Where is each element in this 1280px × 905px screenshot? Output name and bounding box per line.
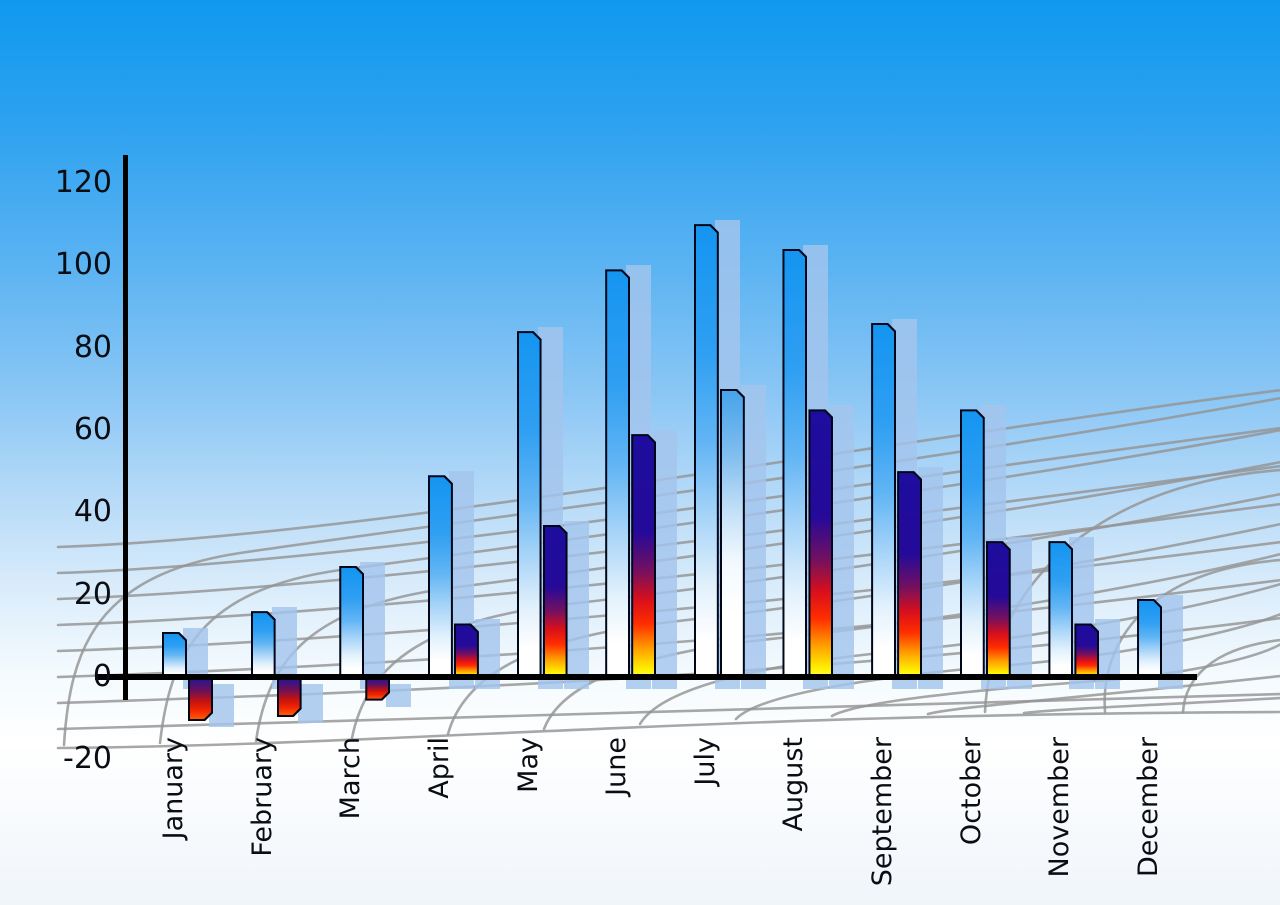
y-tick-60: 60 (73, 411, 112, 447)
bar-shadow-december-primary (1158, 594, 1184, 689)
bar-september-secondary-fill (899, 473, 920, 677)
bar-shadow-may-secondary (563, 520, 589, 689)
bar-march-secondary (365, 680, 390, 701)
bar-november-secondary-fill (1076, 625, 1097, 677)
x-label-august: August (778, 737, 810, 832)
bar-may-primary (517, 331, 542, 677)
x-label-june: June (601, 737, 633, 796)
bar-june-secondary (631, 434, 656, 677)
bar-march-primary-fill (341, 568, 362, 677)
bar-june-primary (605, 269, 630, 677)
x-label-september: September (867, 737, 899, 887)
bar-may-primary-fill (519, 333, 540, 677)
y-tick-100: 100 (54, 247, 112, 283)
bar-august-secondary-fill (810, 411, 831, 677)
bar-shadow-september-secondary (918, 467, 944, 689)
bar-october-primary (960, 409, 985, 677)
bar-july-secondary-fill (722, 391, 743, 677)
bar-february-primary (251, 611, 276, 677)
bar-july-secondary (720, 389, 745, 677)
y-tick--20: -20 (63, 741, 112, 777)
x-label-january: January (158, 737, 189, 840)
bar-september-secondary (897, 471, 922, 677)
y-tick-120: 120 (54, 164, 112, 200)
bar-february-secondary-fill (279, 680, 300, 715)
bar-april-primary (428, 475, 453, 677)
bar-shadow-july-secondary (740, 384, 766, 689)
bar-october-primary-fill (962, 411, 983, 677)
bar-september-primary (871, 323, 896, 677)
bar-shadow-march-primary (360, 561, 386, 689)
x-label-december: December (1133, 737, 1165, 878)
bar-shadow-january-secondary (209, 684, 234, 728)
y-tick-80: 80 (73, 329, 112, 365)
bar-may-secondary (543, 525, 568, 677)
bar-january-primary-fill (164, 634, 185, 677)
bar-march-secondary-fill (367, 680, 388, 699)
bar-march-primary (339, 566, 364, 677)
bar-october-secondary-fill (988, 543, 1009, 677)
bar-may-secondary-fill (545, 527, 566, 677)
bar-december-primary (1137, 599, 1162, 677)
bar-april-secondary-fill (456, 625, 477, 677)
bar-january-primary (162, 632, 187, 677)
bar-november-primary-fill (1050, 543, 1071, 677)
bar-january-secondary (188, 680, 213, 721)
bar-august-secondary (808, 409, 833, 677)
bar-october-secondary (986, 541, 1011, 677)
bar-august-primary (782, 249, 807, 677)
y-tick-0: 0 (92, 659, 112, 694)
x-label-november: November (1044, 737, 1076, 878)
bar-september-primary-fill (873, 325, 894, 677)
bar-shadow-august-secondary (829, 405, 855, 689)
bar-november-secondary (1074, 623, 1099, 677)
bar-november-primary (1048, 541, 1073, 677)
bar-february-primary-fill (253, 613, 274, 677)
y-tick-20: 20 (73, 576, 112, 612)
x-label-march: March (335, 737, 367, 820)
y-axis-line (123, 155, 128, 700)
bar-april-primary-fill (430, 477, 451, 677)
x-axis-line (95, 674, 1197, 680)
x-label-april: April (423, 737, 455, 799)
x-label-july: July (689, 737, 721, 786)
bar-june-secondary-fill (633, 436, 654, 677)
bar-july-primary (694, 224, 719, 677)
bar-february-secondary (277, 680, 302, 717)
bar-july-primary-fill (696, 226, 717, 677)
bar-shadow-october-secondary (1006, 537, 1032, 689)
x-label-october: October (955, 737, 987, 846)
y-tick-40: 40 (73, 494, 112, 530)
bar-january-secondary-fill (190, 680, 211, 719)
bar-shadow-june-secondary (652, 430, 678, 689)
bar-june-primary-fill (607, 271, 628, 677)
x-label-may: May (512, 737, 544, 793)
bar-april-secondary (454, 623, 479, 677)
bar-december-primary-fill (1139, 601, 1160, 677)
x-label-february: February (246, 737, 278, 857)
bar-august-primary-fill (784, 251, 805, 677)
bar-shadow-march-secondary (386, 684, 412, 707)
bar-shadow-february-secondary (297, 684, 323, 724)
